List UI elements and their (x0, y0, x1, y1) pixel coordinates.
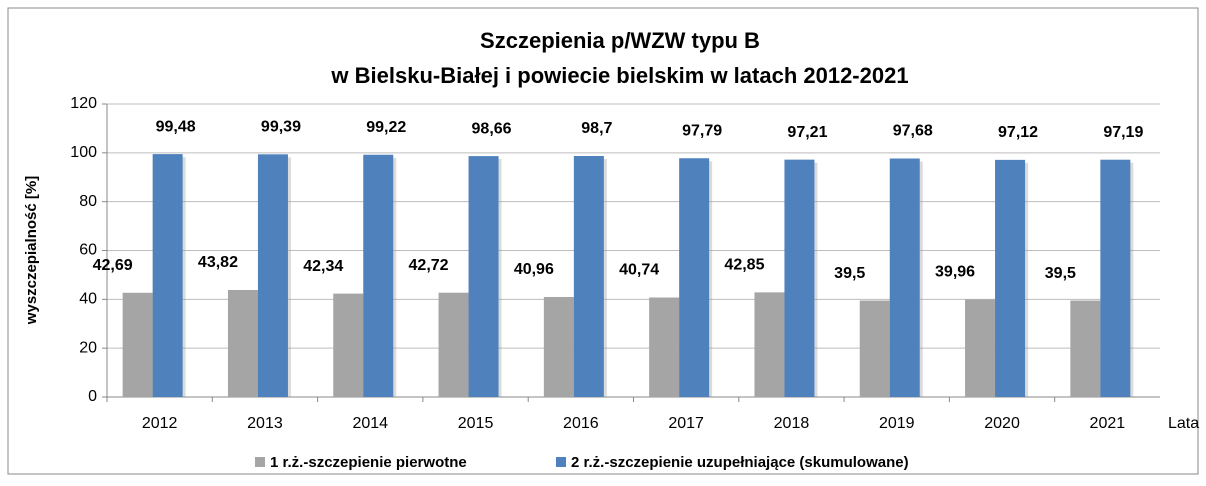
x-tick-label: 2019 (879, 415, 915, 432)
data-label: 97,68 (893, 123, 933, 140)
data-label: 97,21 (787, 124, 827, 141)
data-label: 40,74 (619, 262, 659, 279)
data-label: 99,48 (156, 118, 196, 135)
chart-title: w Bielsku-Białej i powiecie bielskim w l… (330, 63, 908, 88)
x-tick-label: 2013 (247, 415, 283, 432)
y-tick-label: 40 (79, 291, 97, 308)
data-label: 99,39 (261, 119, 301, 136)
y-axis-label: wyszczepialność [%] (23, 176, 40, 325)
x-tick-label: 2020 (984, 415, 1020, 432)
bar (859, 300, 890, 397)
bar (995, 159, 1026, 397)
bar (965, 299, 996, 397)
x-tick-label: 2017 (668, 415, 704, 432)
bar (468, 156, 499, 397)
bar (679, 158, 710, 397)
x-tick-label: 2012 (142, 415, 178, 432)
x-axis-label: Lata (1168, 415, 1199, 432)
bar (754, 292, 785, 397)
chart-title: Szczepienia p/WZW typu B (480, 28, 760, 53)
y-tick-label: 120 (70, 95, 97, 112)
data-label: 97,12 (998, 124, 1038, 141)
data-label: 39,96 (935, 264, 975, 281)
bar (1100, 159, 1131, 397)
legend-swatch (556, 457, 566, 467)
data-label: 42,85 (724, 257, 764, 274)
data-label: 42,72 (409, 257, 449, 274)
x-tick-label: 2014 (352, 415, 388, 432)
bar (152, 154, 183, 397)
data-label: 40,96 (514, 261, 554, 278)
bar (438, 292, 469, 397)
legend-label: 1 r.ż.-szczepienie pierwotne (270, 454, 467, 471)
data-label: 97,79 (682, 122, 722, 139)
bar (227, 290, 258, 397)
data-label: 97,19 (1103, 124, 1143, 141)
data-label: 43,82 (198, 254, 238, 271)
bar (122, 292, 153, 397)
y-tick-label: 0 (88, 388, 97, 405)
bar (257, 154, 288, 397)
legend-swatch (255, 457, 265, 467)
legend-label: 2 r.ż.-szczepienie uzupełniające (skumul… (571, 454, 909, 471)
y-tick-label: 60 (79, 242, 97, 259)
data-label: 98,7 (581, 120, 612, 137)
bar (573, 156, 604, 397)
y-tick-label: 20 (79, 339, 97, 356)
bar (363, 154, 394, 397)
y-tick-label: 80 (79, 193, 97, 210)
data-label: 42,34 (303, 258, 343, 275)
data-label: 39,5 (1045, 265, 1076, 282)
x-tick-label: 2016 (563, 415, 599, 432)
data-label: 39,5 (834, 265, 865, 282)
bar (889, 158, 920, 397)
x-tick-label: 2015 (458, 415, 494, 432)
data-label: 98,66 (472, 120, 512, 137)
data-label: 99,22 (366, 119, 406, 136)
data-label: 42,69 (93, 257, 133, 274)
bar (333, 293, 364, 397)
bar (649, 297, 680, 397)
bar (784, 159, 815, 397)
y-tick-label: 100 (70, 144, 97, 161)
bar (1070, 300, 1101, 397)
bar (543, 296, 574, 397)
x-tick-label: 2021 (1090, 415, 1126, 432)
x-tick-label: 2018 (774, 415, 810, 432)
